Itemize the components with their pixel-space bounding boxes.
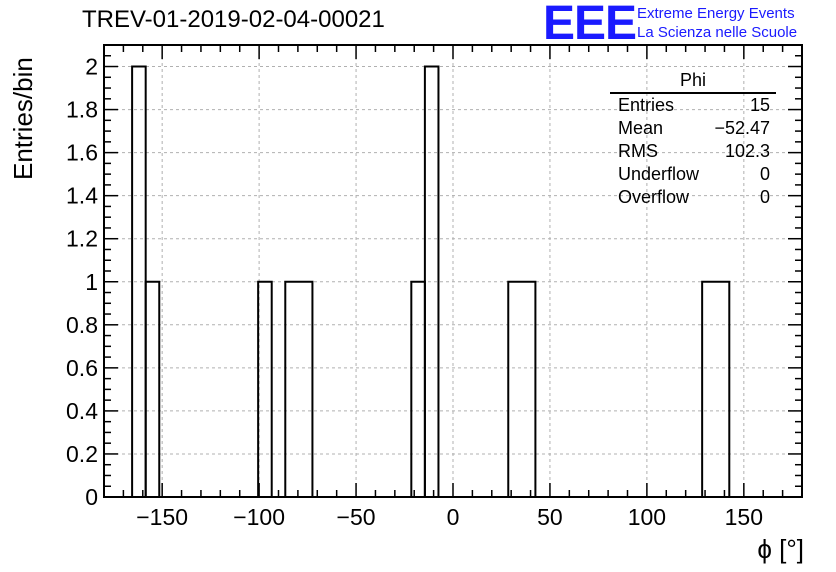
y-tick-label: 1.6 [66,140,98,166]
histogram-bar [423,65,440,497]
x-tick-label: −50 [337,504,376,530]
y-tick-label: 1.2 [66,226,98,252]
y-axis-label: Entries/bin [8,57,38,180]
stats-mean-label: Mean [618,118,664,138]
logo-line-2: La Scienza nelle Scuole [637,24,798,41]
histogram-bar [410,280,426,497]
y-tick-label: 2 [85,54,98,80]
histogram-bars [131,65,731,497]
stats-underflow-row: Underflow 0 [610,163,776,186]
stats-rms-row: RMS 102.3 [610,140,776,163]
eee-logo: EEE [543,0,637,50]
stats-entries-row: Entries 15 [610,94,776,117]
stats-entries-label: Entries [618,95,675,115]
histogram-bar [144,280,161,497]
stats-rms-label: RMS [618,141,658,161]
x-tick-label: 150 [725,504,763,530]
histogram-bar [507,280,537,497]
y-tick-label: 1.8 [66,97,98,123]
stats-mean-value: −52.47 [714,118,770,138]
stats-overflow-label: Overflow [618,187,690,207]
y-tick-label: 0.8 [66,312,98,338]
stats-overflow-value: 0 [759,187,770,207]
histogram-bar [701,280,731,497]
y-tick-label: 1 [85,269,98,295]
y-tick-label: 0 [85,484,98,510]
x-tick-label: 0 [447,504,460,530]
x-tick-label: −100 [233,504,285,530]
chart-title: TREV-01-2019-02-04-00021 [82,6,385,33]
y-tick-label: 0.2 [66,441,98,467]
stats-underflow-value: 0 [759,164,770,184]
histogram-bar [257,280,273,497]
stats-name: Phi [610,70,776,94]
x-tick-label: 100 [628,504,666,530]
stats-overflow-row: Overflow 0 [610,186,776,209]
tick-labels: −150 −100 −50 0 50 100 150 0 0.2 0.4 0.6 0.8 1 1.2 1.4… [66,54,763,530]
y-tick-label: 0.6 [66,355,98,381]
x-tick-label: −150 [136,504,188,530]
y-tick-label: 0.4 [66,398,98,424]
x-tick-label: 50 [537,504,563,530]
stats-underflow-label: Underflow [618,164,700,184]
y-tick-label: 1.4 [66,183,98,209]
axis-ticks [103,44,803,498]
stats-mean-row: Mean −52.47 [610,117,776,140]
stats-box: Phi Entries 15 Mean −52.47 RMS 102.3 Und… [610,70,776,209]
histogram-bar [284,280,314,497]
stats-entries-value: 15 [749,95,770,115]
logo-line-1: Extreme Energy Events [637,5,795,22]
stats-rms-value: 102.3 [724,141,770,161]
grid-lines [104,45,802,498]
x-axis-label: ϕ [°] [757,534,804,564]
logo-subtitle: Extreme Energy Events La Scienza nelle S… [637,4,797,42]
